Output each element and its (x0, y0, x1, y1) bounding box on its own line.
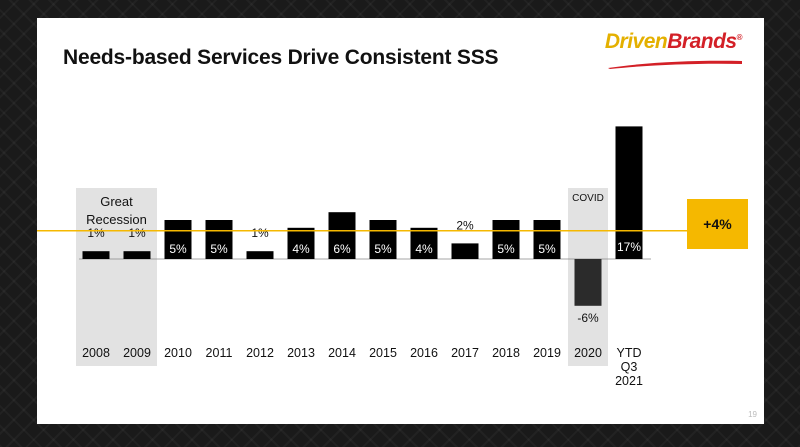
value-label: 4% (415, 242, 433, 256)
category-label: 2015 (369, 346, 397, 360)
value-label: 4% (292, 242, 310, 256)
bar-2010 (164, 220, 192, 259)
category-label: YTD (617, 346, 642, 360)
average-callout-box (687, 199, 748, 249)
annotation-shade (76, 188, 157, 366)
annotation-label: Recession (86, 212, 147, 227)
bar-2009 (123, 251, 151, 259)
value-label: 1% (87, 226, 105, 240)
value-label: 5% (374, 242, 392, 256)
value-label: 5% (169, 242, 187, 256)
bar-2017 (451, 243, 479, 259)
category-label: 2016 (410, 346, 438, 360)
category-label: 2018 (492, 346, 520, 360)
value-label: 5% (538, 242, 556, 256)
value-label: 6% (333, 242, 351, 256)
category-label: 2013 (287, 346, 315, 360)
value-label: 5% (497, 242, 515, 256)
logo-word-brands: Brands (667, 30, 737, 53)
category-label: Q3 (621, 360, 638, 374)
bar-2015 (369, 220, 397, 259)
page-title: Needs-based Services Drive Consistent SS… (63, 46, 499, 69)
annotation-label: Great (100, 194, 133, 209)
driven-brands-logo: DrivenBrands® (592, 30, 743, 74)
bar-2012 (246, 251, 274, 259)
logo-registered-mark: ® (736, 33, 743, 42)
value-label: 5% (210, 242, 228, 256)
bar-2019 (533, 220, 561, 259)
value-label: 1% (251, 226, 269, 240)
bar-2013 (287, 227, 315, 259)
category-label: 2021 (615, 374, 643, 388)
category-label: 2011 (206, 346, 233, 360)
bar-2018 (492, 220, 520, 259)
value-label: 17% (617, 240, 641, 254)
category-label: 2017 (451, 346, 479, 360)
bar-ytd-q3-2021 (615, 126, 643, 260)
average-callout-label: +4% (703, 216, 732, 232)
bar-2016 (410, 227, 438, 259)
annotation-label: COVID (572, 193, 604, 204)
bar-2014 (328, 212, 356, 259)
category-label: 2019 (533, 346, 561, 360)
bar-2008 (82, 251, 110, 259)
bar-2011 (205, 220, 233, 259)
category-label: 2008 (82, 346, 110, 360)
page-number: 19 (748, 410, 757, 419)
category-label: 2009 (123, 346, 151, 360)
bar-2020 (574, 259, 602, 306)
category-label: 2010 (164, 346, 192, 360)
slide: Needs-based Services Drive Consistent SS… (37, 18, 764, 424)
category-label: 2020 (574, 346, 602, 360)
value-label: 2% (456, 218, 474, 232)
logo-word-driven: Driven (604, 30, 668, 53)
value-label: -6% (577, 311, 599, 325)
sss-bar-chart: Great Recession COVID 1% 2008 1% 2009 5% 2010 5% 2… (37, 126, 748, 388)
category-label: 2012 (246, 346, 274, 360)
logo-swoosh-icon (608, 60, 742, 69)
value-label: 1% (128, 226, 146, 240)
category-label: 2014 (328, 346, 356, 360)
